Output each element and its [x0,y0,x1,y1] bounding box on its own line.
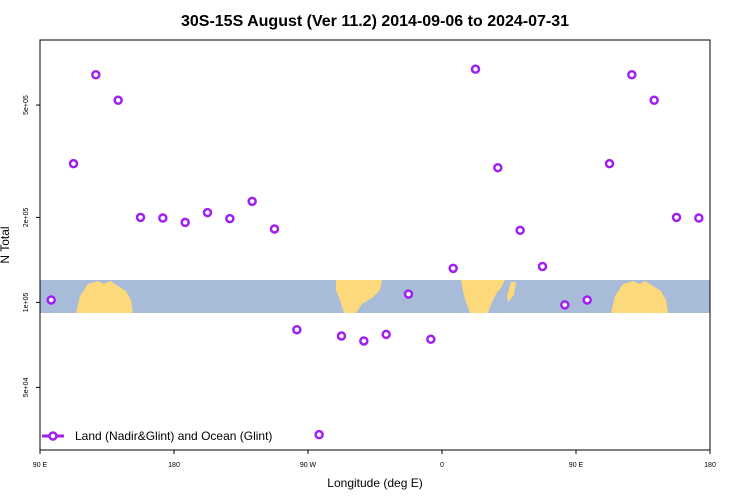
data-point [403,289,414,299]
x-tick-label: 90 E [569,462,584,469]
madagascar-shape [507,282,516,302]
data-point [537,261,548,272]
data-point [202,207,213,218]
x-tick-label: 90 E [33,462,48,469]
data-point [381,329,391,340]
data-point [649,95,659,105]
data-point [582,295,592,305]
x-tick-label: 180 [704,462,716,469]
data-point [292,324,302,335]
data-point [448,263,458,274]
y-tick-label: 1e+05 [23,292,30,312]
data-point [314,429,324,440]
australia-shape [76,281,133,313]
data-point [91,70,101,80]
data-point [247,196,257,207]
x-axis: 90 E 180 90 W 0 90 E 180 [33,450,716,469]
data-point [515,225,525,236]
data-point [426,334,436,345]
legend-label: Land (Nadir&Glint) and Ocean (Glint) [75,429,272,443]
data-point [336,331,347,341]
data-point [627,70,637,80]
y-tick-label: 5e+04 [23,377,30,397]
south-america-shape [336,280,382,313]
australia-shape-2 [611,281,668,313]
data-point [604,158,615,169]
x-axis-label: Longitude (deg E) [327,476,422,490]
map-band [40,280,710,313]
plot-frame [39,39,711,451]
y-axis: 5e+04 1e+05 2e+05 5e+05 [23,95,40,397]
data-point [359,336,369,346]
africa-shape [461,280,505,313]
y-tick-label: 5e+05 [23,95,30,115]
data-point [180,217,190,228]
data-point [68,158,79,169]
x-tick-label: 180 [168,462,180,469]
data-point [225,213,235,224]
data-point [113,95,123,105]
y-axis-label: N Total [0,226,12,263]
data-point [560,300,570,310]
data-point [269,224,280,234]
data-point [470,64,481,74]
data-point [46,295,56,305]
legend: Land (Nadir&Glint) and Ocean (Glint) [42,429,272,443]
x-tick-label: 0 [440,462,444,469]
legend-marker [48,431,58,441]
data-point [671,212,682,223]
data-point [135,212,146,223]
data-point [493,162,503,173]
y-tick-label: 2e+05 [23,207,30,227]
data-points [46,64,704,440]
chart-title: 30S-15S August (Ver 11.2) 2014-09-06 to … [181,13,569,30]
data-point [694,213,704,223]
data-point [158,213,168,223]
x-tick-label: 90 W [300,462,317,469]
